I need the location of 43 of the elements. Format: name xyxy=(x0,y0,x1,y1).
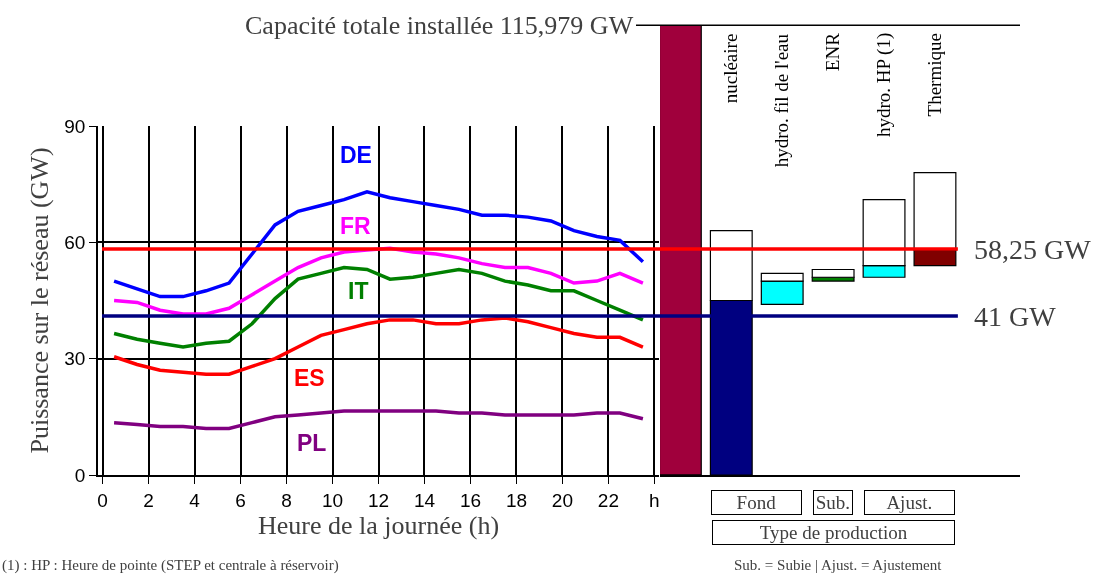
series-label: FR xyxy=(340,213,372,239)
ref-line-label: 58,25 GW xyxy=(974,234,1092,265)
text: Capacité totale installée 115,979 GW xyxy=(245,11,634,40)
bar xyxy=(913,249,957,267)
x-tick-label: 14 xyxy=(413,489,436,511)
x-axis-title: Heure de la journée (h) xyxy=(257,510,500,540)
y-axis-title: Puissance sur le réseau (GW) xyxy=(25,147,55,454)
y-tick-label: 90 xyxy=(64,115,86,137)
x-tick-label: hydro. fil de l'eau xyxy=(771,33,793,168)
x-tick-label: 2 xyxy=(143,489,154,511)
y-tick-label: 30 xyxy=(64,348,86,370)
series-label: PL xyxy=(297,430,327,456)
x-tick-label: 16 xyxy=(459,489,482,511)
text: Sub. xyxy=(815,492,851,513)
x-tick-label: 12 xyxy=(367,489,390,511)
x-tick-label: hydro. HP (1) xyxy=(873,32,896,138)
line-series xyxy=(112,190,645,299)
y-tick-label: 0 xyxy=(74,464,86,486)
x-tick-label: 6 xyxy=(235,489,246,511)
x-tick-label: 0 xyxy=(97,489,108,511)
text: Fond xyxy=(736,492,777,513)
x-tick-label: nucléaire xyxy=(720,33,742,104)
x-tick-label: 22 xyxy=(597,489,619,511)
text: (1) : HP : Heure de pointe (STEP et centrale à réservoir) xyxy=(2,557,339,574)
series-label: ES xyxy=(294,365,325,391)
line-series xyxy=(112,265,645,349)
line-series xyxy=(112,409,645,431)
x-tick-label: Thermique xyxy=(924,33,946,117)
series-label: IT xyxy=(348,278,369,304)
x-tick-label: h xyxy=(649,489,660,511)
text: Sub. = Subie | Ajust. = Ajustement xyxy=(734,557,943,573)
x-tick-label: 4 xyxy=(189,489,201,511)
x-tick-label: 18 xyxy=(505,489,528,511)
series-label: DE xyxy=(340,142,372,168)
text: Ajust. xyxy=(886,492,933,513)
x-tick-label: 8 xyxy=(281,489,292,511)
x-tick-label: 20 xyxy=(551,489,573,511)
ref-line-label: 41 GW xyxy=(974,301,1057,332)
bar xyxy=(811,268,855,278)
x-tick-label: 10 xyxy=(321,489,344,511)
x-tick-label: ENR xyxy=(822,32,844,72)
text: Type de production xyxy=(759,522,908,543)
y-tick-label: 60 xyxy=(64,231,86,253)
